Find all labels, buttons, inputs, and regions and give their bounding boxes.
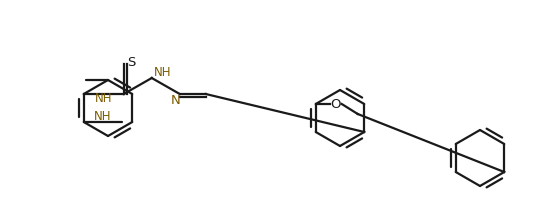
Text: NH: NH <box>154 67 172 79</box>
Text: N: N <box>171 95 180 108</box>
Text: O: O <box>330 97 341 111</box>
Text: S: S <box>128 55 136 69</box>
Text: NH: NH <box>94 110 112 122</box>
Text: NH: NH <box>95 92 112 106</box>
